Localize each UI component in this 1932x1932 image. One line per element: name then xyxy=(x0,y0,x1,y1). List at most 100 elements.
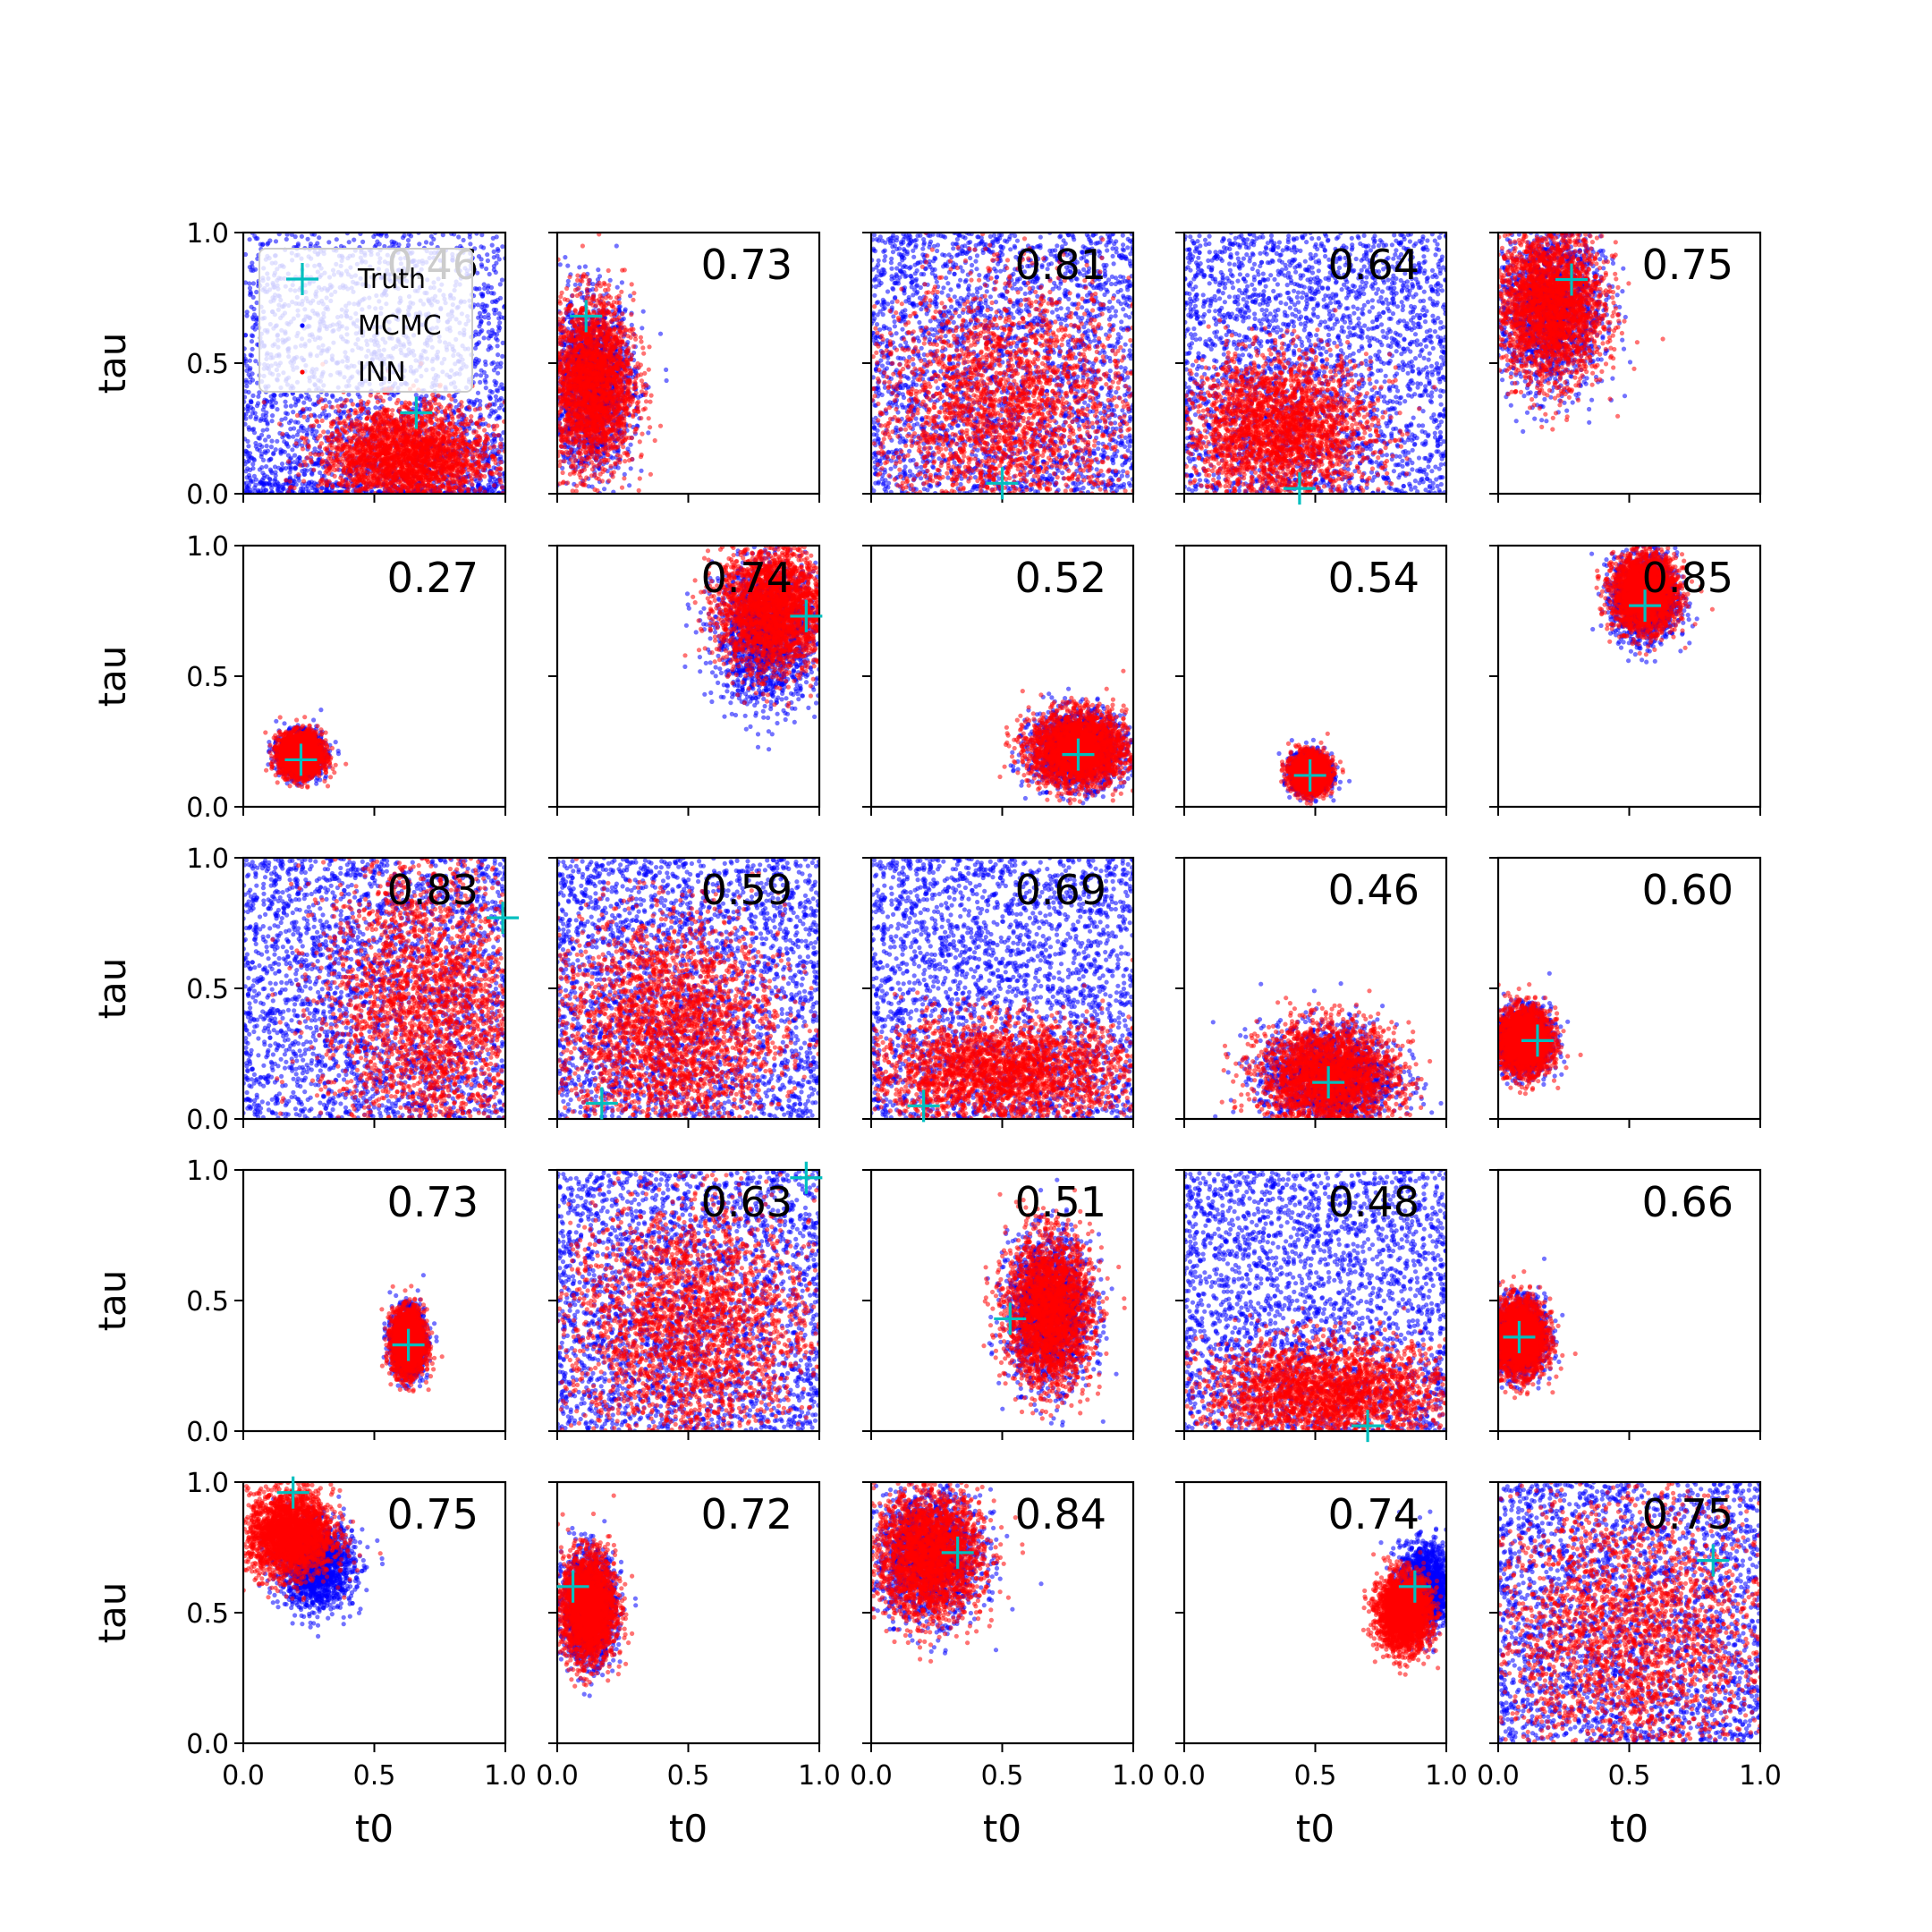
inn-point xyxy=(336,440,341,445)
inn-point xyxy=(335,404,340,409)
inn-point xyxy=(459,483,463,487)
mcmc-point xyxy=(297,455,301,460)
mcmc-point xyxy=(299,394,303,398)
inn-point xyxy=(441,471,445,476)
mcmc-point xyxy=(335,398,339,402)
inn-point xyxy=(356,462,360,466)
inn-point xyxy=(422,402,427,407)
mcmc-point xyxy=(245,439,250,444)
inn-point xyxy=(475,420,479,425)
mcmc-point xyxy=(264,464,268,469)
mcmc-point xyxy=(268,457,273,462)
mcmc-point xyxy=(285,411,290,416)
inn-point xyxy=(357,443,361,447)
mcmc-point xyxy=(280,462,284,466)
inn-point xyxy=(469,419,473,423)
inn-point xyxy=(495,424,499,428)
inn-point xyxy=(407,462,411,467)
inn-point xyxy=(386,471,390,476)
inn-point xyxy=(374,445,378,449)
inn-point xyxy=(402,473,406,478)
mcmc-point xyxy=(479,315,483,319)
mcmc-point xyxy=(477,324,481,328)
inn-point xyxy=(381,399,386,403)
mcmc-point xyxy=(304,469,309,473)
y-axis-label: tau xyxy=(90,333,134,394)
mcmc-point xyxy=(338,397,343,402)
inn-point xyxy=(437,426,442,430)
inn-point xyxy=(413,450,418,454)
mcmc-point xyxy=(377,242,382,246)
inn-point xyxy=(335,417,340,421)
inn-point xyxy=(401,427,405,431)
inn-point xyxy=(473,488,478,493)
mcmc-point xyxy=(482,335,487,340)
mcmc-point xyxy=(266,449,270,453)
inn-point xyxy=(405,487,410,492)
mcmc-point xyxy=(497,415,502,419)
mcmc-point xyxy=(250,347,255,352)
inn-point xyxy=(318,434,322,438)
mcmc-point xyxy=(485,303,489,308)
mcmc-point xyxy=(284,393,289,397)
mcmc-point xyxy=(494,394,498,399)
inn-point xyxy=(351,402,355,406)
inn-point xyxy=(319,462,324,466)
mcmc-point xyxy=(487,321,491,326)
inn-point xyxy=(390,408,394,412)
inn-point xyxy=(362,479,367,484)
inn-point xyxy=(476,467,480,471)
inn-point xyxy=(426,487,430,491)
y-tick-label: 0.0 xyxy=(186,479,229,511)
inn-point xyxy=(374,479,378,483)
mcmc-point xyxy=(258,419,263,423)
inn-point xyxy=(344,424,349,428)
mcmc-point xyxy=(309,428,314,433)
mcmc-point xyxy=(269,394,274,399)
inn-point xyxy=(354,434,359,438)
inn-point xyxy=(470,447,475,452)
inn-point xyxy=(361,442,366,446)
mcmc-point xyxy=(476,391,480,395)
mcmc-point xyxy=(347,240,352,244)
mcmc-point xyxy=(441,395,445,400)
inn-point xyxy=(456,445,461,449)
inn-point xyxy=(377,471,382,476)
inn-point xyxy=(488,445,493,450)
mcmc-point xyxy=(287,470,292,475)
inn-point xyxy=(429,435,434,439)
inn-point xyxy=(432,455,436,460)
mcmc-point xyxy=(486,285,490,290)
inn-point xyxy=(344,451,349,455)
mcmc-point xyxy=(264,411,268,415)
mcmc-point xyxy=(488,395,493,400)
inn-point xyxy=(492,483,496,487)
inn-point xyxy=(359,434,363,438)
inn-point xyxy=(421,470,426,474)
inn-point xyxy=(432,484,436,488)
inn-point xyxy=(332,463,336,468)
inn-point xyxy=(422,455,427,460)
inn-point xyxy=(286,459,291,463)
mcmc-point xyxy=(468,401,472,405)
mcmc-point xyxy=(261,428,266,433)
mcmc-point xyxy=(250,260,254,265)
mcmc-point xyxy=(484,386,488,390)
inn-point xyxy=(301,415,306,419)
inn-point xyxy=(380,436,385,440)
inn-point xyxy=(447,426,452,430)
inn-point xyxy=(419,463,424,468)
inn-point xyxy=(371,422,376,427)
inn-point xyxy=(433,397,437,402)
inn-point xyxy=(459,400,463,404)
inn-point xyxy=(313,452,318,456)
mcmc-point xyxy=(486,258,490,263)
inn-point xyxy=(326,456,331,461)
mcmc-point xyxy=(456,234,461,239)
mcmc-point xyxy=(496,343,500,348)
inn-point xyxy=(288,479,292,484)
inn-point xyxy=(429,431,434,436)
mcmc-point xyxy=(245,313,250,318)
mcmc-point xyxy=(249,268,253,273)
inn-point xyxy=(478,477,482,481)
